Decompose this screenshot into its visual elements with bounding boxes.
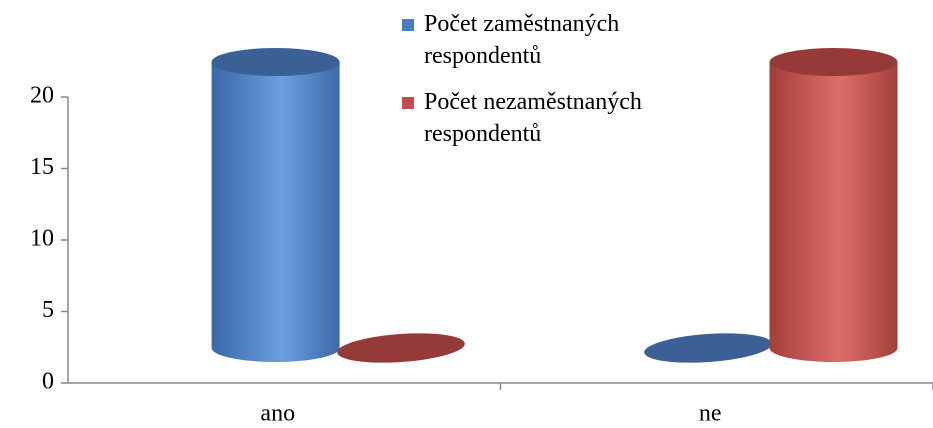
cylinder — [769, 48, 898, 362]
cylinder-top — [211, 48, 340, 76]
y-tick-label: 20 — [30, 83, 54, 109]
legend-label: Počet zaměstnaných respondentů — [424, 11, 619, 69]
cylinder-top — [644, 333, 772, 363]
y-tick-label: 5 — [42, 297, 54, 323]
legend-swatch — [402, 19, 414, 31]
legend-label: Počet nezaměstnaných respondentů — [424, 89, 642, 147]
cylinder-top — [769, 48, 898, 76]
cylinder — [211, 48, 340, 362]
y-tick-label: 15 — [30, 154, 54, 180]
y-tick-label: 0 — [42, 369, 54, 395]
y-tick-label: 10 — [30, 226, 54, 252]
x-tick-label: ano — [260, 401, 295, 427]
legend-swatch — [402, 97, 414, 109]
cylinder-body — [769, 62, 898, 362]
cylinder-body — [211, 62, 340, 362]
cylinder-top — [337, 333, 465, 363]
x-tick-label: ne — [699, 401, 722, 427]
cylinder — [337, 333, 465, 363]
cylinder — [644, 333, 772, 363]
